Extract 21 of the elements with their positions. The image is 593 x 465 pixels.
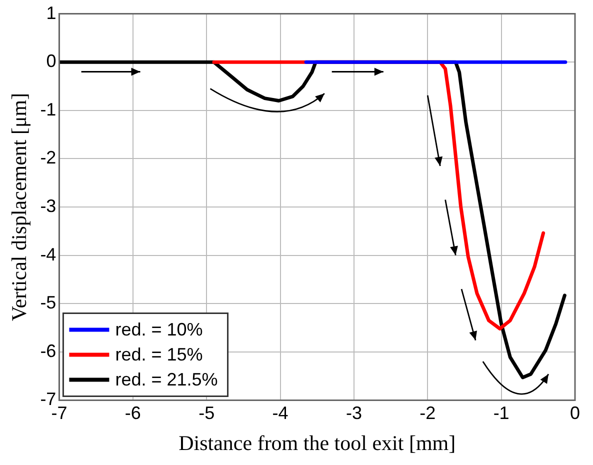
x-tick-label: -2 bbox=[420, 402, 436, 423]
legend-label: red. = 21.5% bbox=[115, 370, 218, 390]
y-tick-label: 0 bbox=[46, 51, 56, 72]
x-tick-label: -3 bbox=[346, 402, 362, 423]
y-tick-label: -6 bbox=[40, 340, 56, 361]
y-tick-label: 1 bbox=[46, 2, 56, 23]
y-tick-label: -3 bbox=[40, 196, 56, 216]
x-tick-label: -4 bbox=[272, 402, 288, 423]
y-tick-label: -1 bbox=[40, 99, 56, 120]
y-tick-label: -7 bbox=[40, 389, 56, 410]
x-axis-title: Distance from the tool exit [mm] bbox=[178, 430, 456, 455]
y-tick-label: -5 bbox=[40, 292, 56, 313]
y-tick-label: -4 bbox=[40, 244, 56, 264]
x-tick-label: -5 bbox=[198, 402, 215, 423]
x-tick-label: -1 bbox=[493, 402, 510, 423]
y-axis-title: Vertical displacement [μm] bbox=[7, 92, 32, 322]
y-tick-label: -2 bbox=[40, 148, 56, 168]
x-tick-label: 0 bbox=[570, 402, 580, 423]
x-tick-label: -6 bbox=[124, 402, 141, 423]
legend-label: red. = 10% bbox=[115, 320, 203, 340]
legend-label: red. = 15% bbox=[115, 344, 203, 365]
